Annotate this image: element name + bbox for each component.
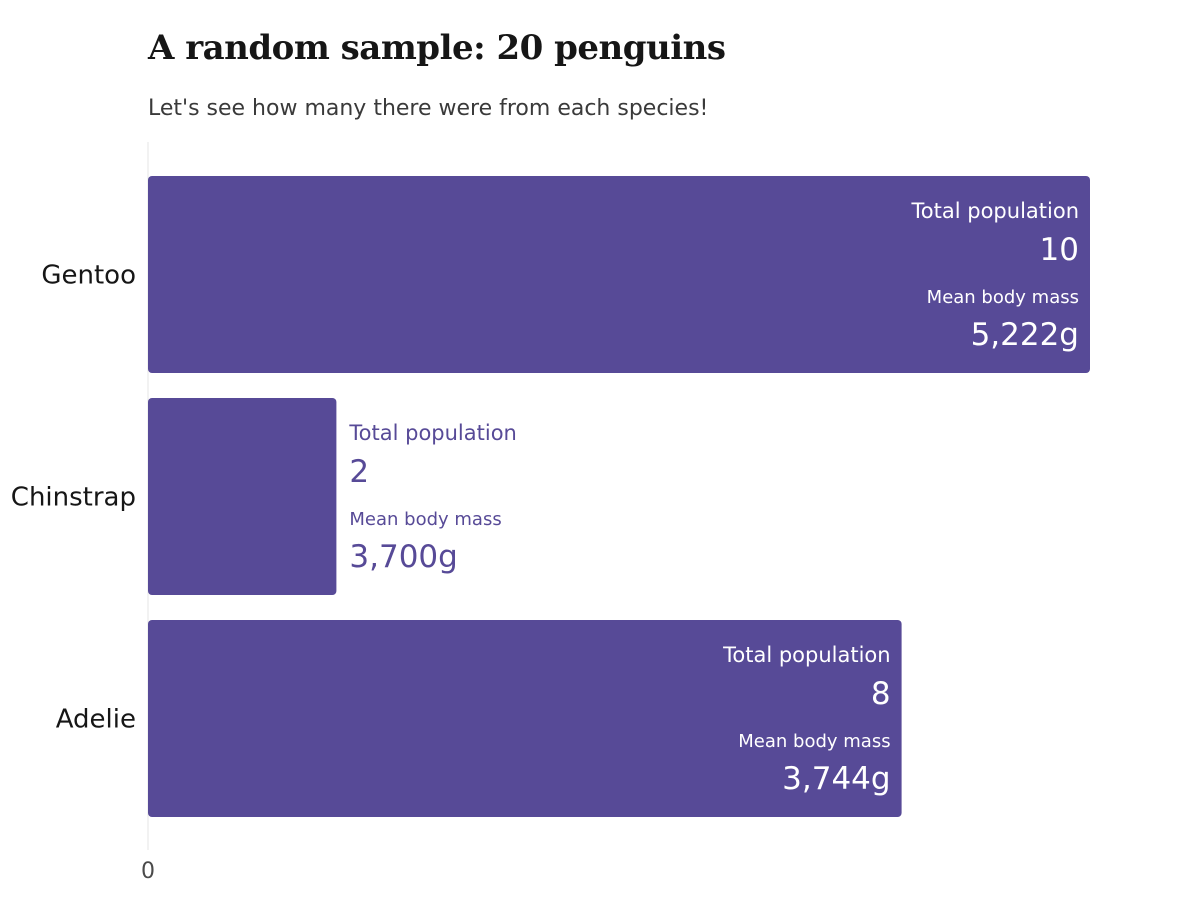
x-tick-label: 0 [141, 859, 155, 884]
population-value-label: 10 [1040, 232, 1079, 268]
chart-subtitle: Let's see how many there were from each … [148, 96, 709, 121]
bar-gentoo [148, 176, 1090, 373]
bar-chinstrap [148, 398, 337, 595]
mass-title-label: Mean body mass [349, 509, 501, 530]
population-title-label: Total population [911, 199, 1079, 223]
mass-value-label: 3,700g [349, 539, 457, 575]
mass-value-label: 5,222g [971, 317, 1079, 353]
population-value-label: 2 [349, 454, 369, 490]
population-title-label: Total population [348, 421, 516, 445]
population-title-label: Total population [722, 643, 890, 667]
chart-title: A random sample: 20 penguins [148, 28, 726, 68]
mass-title-label: Mean body mass [738, 731, 890, 752]
category-label: Chinstrap [11, 483, 136, 513]
mass-title-label: Mean body mass [927, 287, 1079, 308]
category-label: Gentoo [41, 261, 136, 291]
category-label: Adelie [56, 705, 136, 735]
mass-value-label: 3,744g [782, 761, 890, 797]
bar-adelie [148, 620, 902, 817]
population-value-label: 8 [871, 676, 891, 712]
